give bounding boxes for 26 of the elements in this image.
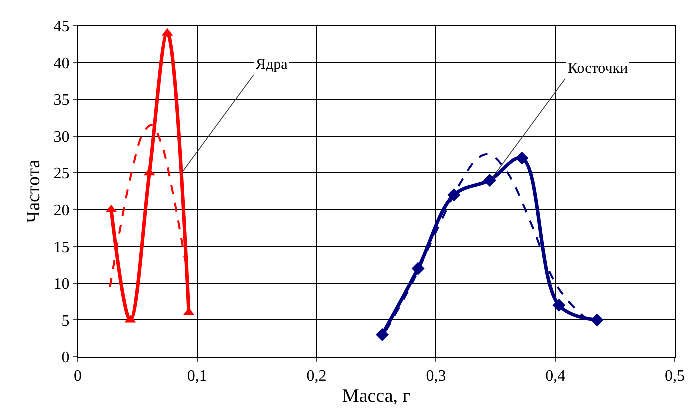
annotation: Косточки (568, 61, 628, 77)
y-axis-title: Частота (24, 159, 45, 224)
x-tick-label: 0 (74, 368, 82, 386)
y-tick-label: 45 (54, 18, 70, 36)
x-axis-title: Масса, г (342, 386, 411, 407)
y-tick-label: 0 (62, 350, 70, 367)
y-tick-label: 40 (54, 55, 70, 72)
x-tick-label: 0,3 (426, 368, 446, 386)
x-tick-label: 0,2 (306, 368, 327, 386)
point (412, 262, 425, 276)
x-tick-label: 0,4 (546, 368, 566, 386)
y-tick-label: 25 (54, 166, 70, 183)
point (590, 314, 604, 327)
point (516, 152, 529, 165)
x-tick-label: 0,1 (187, 368, 208, 386)
y-tick-label: 5 (62, 312, 70, 330)
y-tick-label: 10 (54, 276, 70, 294)
x-tick-label: 0,5 (665, 368, 685, 386)
point (376, 328, 389, 342)
point (552, 299, 566, 312)
annotation: Ядра (256, 57, 288, 73)
y-tick-label: 20 (54, 202, 70, 220)
point (483, 174, 496, 187)
y-tick-label: 35 (54, 92, 70, 110)
y-tick-label: 30 (54, 128, 70, 146)
y-tick-label: 15 (54, 239, 70, 256)
